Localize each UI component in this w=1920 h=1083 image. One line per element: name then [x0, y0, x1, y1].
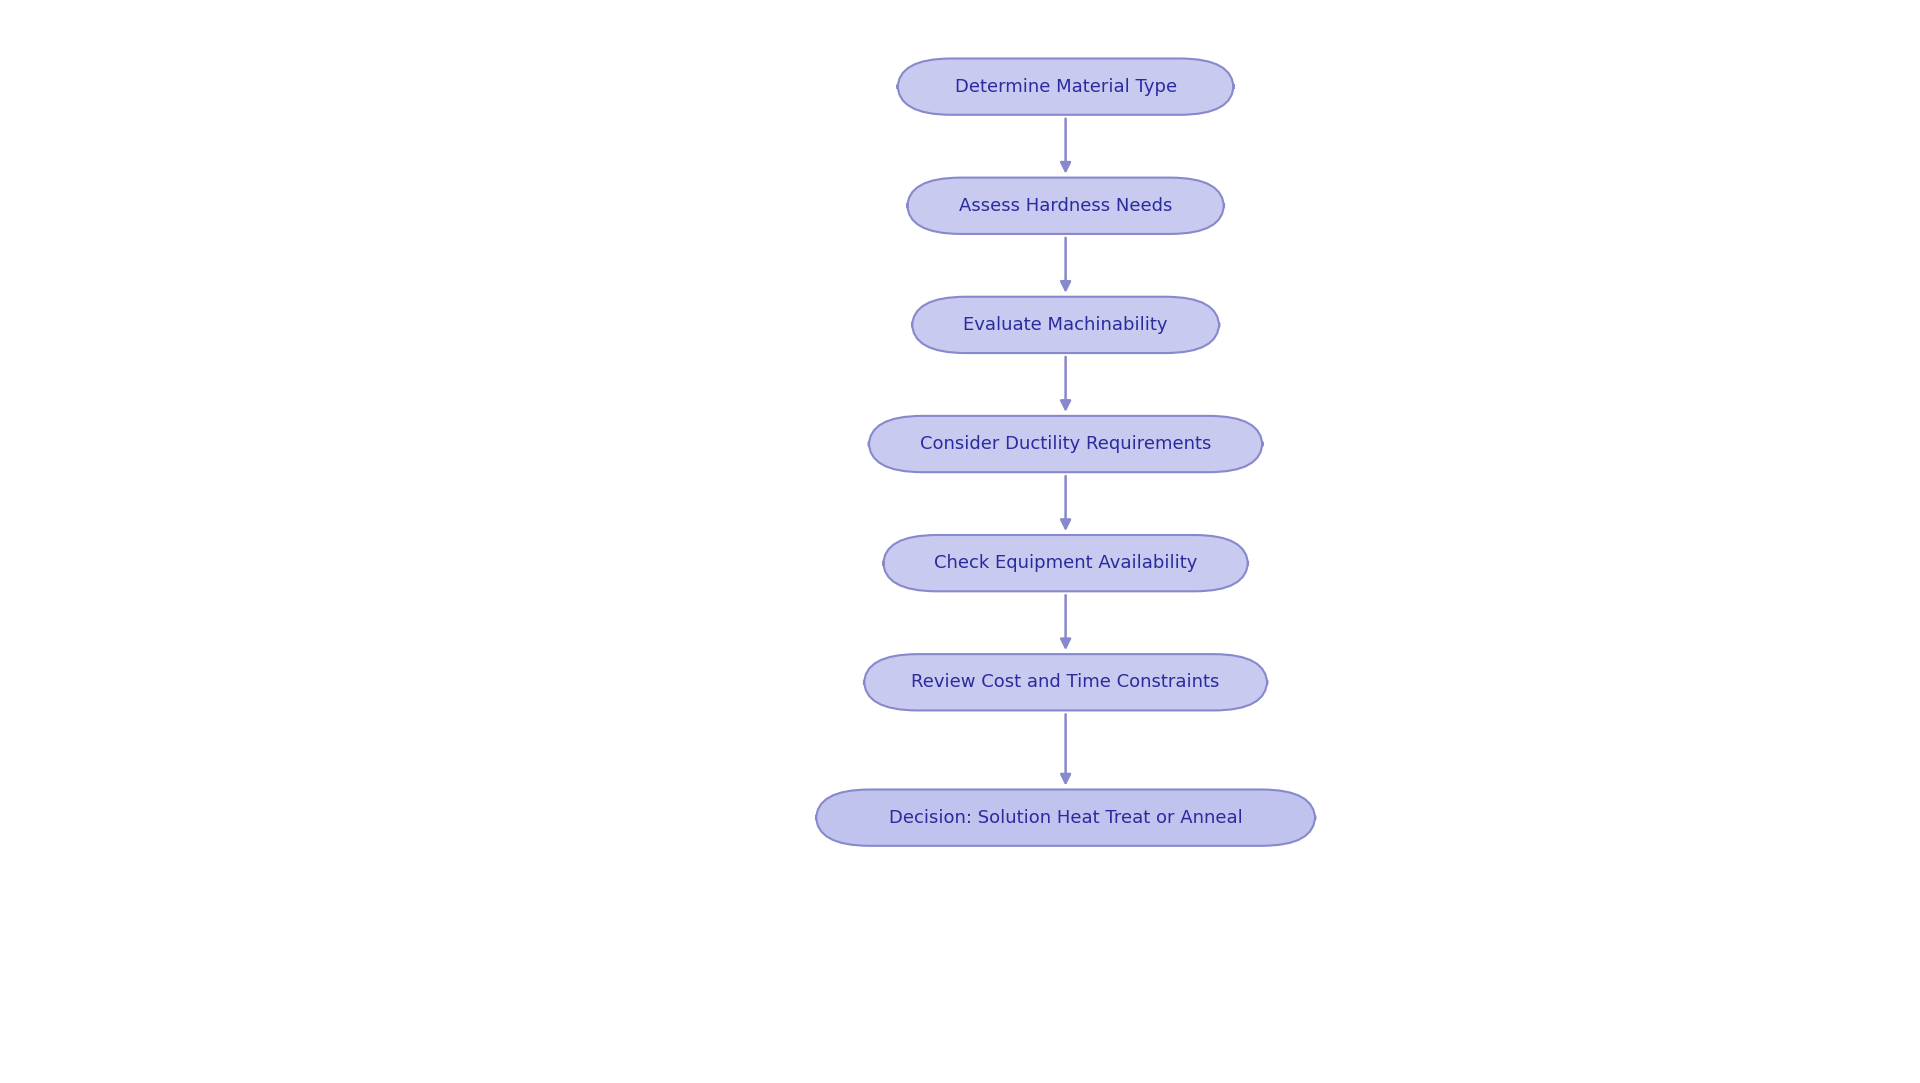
Text: Decision: Solution Heat Treat or Anneal: Decision: Solution Heat Treat or Anneal: [889, 809, 1242, 826]
FancyBboxPatch shape: [899, 58, 1235, 115]
Text: Determine Material Type: Determine Material Type: [954, 78, 1177, 95]
FancyBboxPatch shape: [883, 535, 1248, 591]
FancyBboxPatch shape: [870, 416, 1263, 472]
Text: Check Equipment Availability: Check Equipment Availability: [933, 554, 1198, 572]
FancyBboxPatch shape: [816, 790, 1315, 846]
FancyBboxPatch shape: [864, 654, 1267, 710]
Text: Consider Ductility Requirements: Consider Ductility Requirements: [920, 435, 1212, 453]
FancyBboxPatch shape: [908, 178, 1225, 234]
Text: Review Cost and Time Constraints: Review Cost and Time Constraints: [912, 674, 1219, 691]
FancyBboxPatch shape: [912, 297, 1219, 353]
Text: Assess Hardness Needs: Assess Hardness Needs: [958, 197, 1173, 214]
Text: Evaluate Machinability: Evaluate Machinability: [964, 316, 1167, 334]
